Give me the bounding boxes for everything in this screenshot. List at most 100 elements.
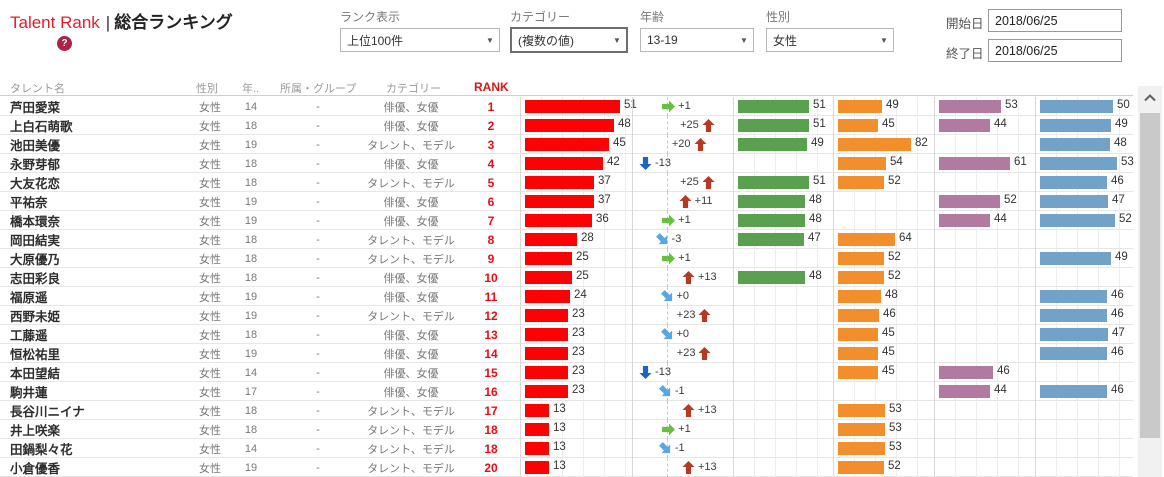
metric-blue-bar[interactable] [1040, 195, 1108, 208]
rank-change-right-arrow-icon[interactable] [662, 252, 676, 265]
score-bar[interactable] [525, 461, 549, 474]
rank-change-downright-arrow-icon[interactable] [660, 290, 674, 303]
score-bar[interactable] [525, 271, 572, 284]
metric-blue-bar[interactable] [1040, 328, 1108, 341]
metric-orange-bar[interactable] [838, 404, 885, 417]
metric-orange-bar[interactable] [838, 442, 885, 455]
rank-change-up-arrow-icon[interactable] [698, 347, 711, 360]
rank-change-down-arrow-icon[interactable] [639, 157, 652, 170]
metric-purple-bar[interactable] [939, 100, 1001, 113]
metric-orange-bar[interactable] [838, 366, 878, 379]
table-row[interactable]: 池田美優 女性 19 - タレント、モデル 3 45 +20 49 82 48 [0, 135, 1133, 154]
metric-orange-bar[interactable] [838, 157, 886, 170]
score-bar[interactable] [525, 366, 568, 379]
score-bar[interactable] [525, 309, 568, 322]
metric-blue-bar[interactable] [1040, 176, 1107, 189]
metric-green-bar[interactable] [738, 271, 805, 284]
metric-orange-bar[interactable] [838, 176, 884, 189]
metric-orange-bar[interactable] [838, 252, 884, 265]
rank-change-downright-arrow-icon[interactable] [658, 385, 672, 398]
gender-dropdown[interactable]: 女性 ▼ [766, 28, 894, 52]
help-icon[interactable]: ? [57, 36, 72, 51]
rank-display-dropdown[interactable]: 上位100件 ▼ [340, 28, 500, 52]
metric-orange-bar[interactable] [838, 138, 911, 151]
metric-purple-bar[interactable] [939, 214, 990, 227]
metric-orange-bar[interactable] [838, 347, 878, 360]
metric-purple-bar[interactable] [939, 157, 1010, 170]
rank-change-right-arrow-icon[interactable] [662, 214, 676, 227]
metric-blue-bar[interactable] [1040, 214, 1115, 227]
end-date-input[interactable]: 2018/06/25 [988, 39, 1122, 62]
score-bar[interactable] [525, 100, 620, 113]
score-bar[interactable] [525, 328, 568, 341]
metric-blue-bar[interactable] [1040, 252, 1111, 265]
table-row[interactable]: 西野未姫 女性 19 - タレント、モデル 12 23 +23 46 46 [0, 306, 1133, 325]
score-bar[interactable] [525, 423, 549, 436]
metric-purple-bar[interactable] [939, 195, 1000, 208]
table-row[interactable]: 工藤遥 女性 18 - 俳優、女優 13 23 +0 45 47 [0, 325, 1133, 344]
table-row[interactable]: 橋本環奈 女性 19 - 俳優、女優 7 36 +1 48 44 52 [0, 211, 1133, 230]
table-row[interactable]: 永野芽郁 女性 18 - 俳優、女優 4 42 -13 54 61 53 [0, 154, 1134, 173]
score-bar[interactable] [525, 138, 609, 151]
table-row[interactable]: 井上咲楽 女性 18 - タレント、モデル 18 13 +1 53 [0, 420, 1133, 439]
rank-change-right-arrow-icon[interactable] [662, 100, 676, 113]
metric-orange-bar[interactable] [838, 461, 884, 474]
metric-green-bar[interactable] [738, 214, 805, 227]
score-bar[interactable] [525, 252, 572, 265]
metric-orange-bar[interactable] [838, 423, 885, 436]
score-bar[interactable] [525, 404, 549, 417]
metric-orange-bar[interactable] [838, 309, 879, 322]
rank-change-up-arrow-icon[interactable] [682, 404, 695, 417]
table-row[interactable]: 芦田愛菜 女性 14 - 俳優、女優 1 51 +1 51 49 53 50 [0, 97, 1133, 116]
age-dropdown[interactable]: 13-19 ▼ [640, 28, 754, 52]
metric-green-bar[interactable] [738, 233, 804, 246]
metric-green-bar[interactable] [738, 119, 809, 132]
metric-purple-bar[interactable] [939, 385, 990, 398]
metric-green-bar[interactable] [738, 176, 809, 189]
score-bar[interactable] [525, 119, 614, 132]
table-row[interactable]: 岡田結実 女性 18 - タレント、モデル 8 28 -3 47 64 [0, 230, 1133, 249]
metric-blue-bar[interactable] [1040, 290, 1107, 303]
rank-change-up-arrow-icon[interactable] [702, 119, 715, 132]
metric-green-bar[interactable] [738, 195, 805, 208]
rank-change-up-arrow-icon[interactable] [698, 309, 711, 322]
rank-change-downright-arrow-icon[interactable] [655, 233, 669, 246]
rank-change-down-arrow-icon[interactable] [639, 366, 652, 379]
metric-green-bar[interactable] [738, 100, 809, 113]
metric-orange-bar[interactable] [838, 233, 895, 246]
metric-blue-bar[interactable] [1040, 347, 1107, 360]
table-row[interactable]: 小倉優香 女性 19 - タレント、モデル 20 13 +13 52 [0, 458, 1133, 477]
rank-change-downright-arrow-icon[interactable] [658, 442, 672, 455]
table-row[interactable]: 駒井蓮 女性 17 - 俳優、女優 16 23 -1 44 46 [0, 382, 1133, 401]
metric-orange-bar[interactable] [838, 119, 878, 132]
metric-blue-bar[interactable] [1040, 157, 1117, 170]
rank-change-up-arrow-icon[interactable] [679, 195, 692, 208]
metric-orange-bar[interactable] [838, 290, 881, 303]
metric-blue-bar[interactable] [1040, 100, 1113, 113]
rank-change-up-arrow-icon[interactable] [693, 138, 707, 151]
table-row[interactable]: 恒松祐里 女性 19 - 俳優、女優 14 23 +23 45 46 [0, 344, 1133, 363]
score-bar[interactable] [525, 214, 592, 227]
table-row[interactable]: 長谷川ニイナ 女性 18 - タレント、モデル 17 13 +13 53 [0, 401, 1133, 420]
scroll-up-button[interactable] [1138, 86, 1162, 110]
score-bar[interactable] [525, 195, 594, 208]
table-row[interactable]: 志田彩良 女性 18 - 俳優、女優 10 25 +13 48 52 [0, 268, 1133, 287]
metric-blue-bar[interactable] [1040, 119, 1111, 132]
scrollbar-thumb[interactable] [1140, 113, 1160, 438]
score-bar[interactable] [525, 385, 568, 398]
table-row[interactable]: 福原遥 女性 19 - 俳優、女優 11 24 +0 48 46 [0, 287, 1133, 306]
metric-blue-bar[interactable] [1040, 309, 1107, 322]
score-bar[interactable] [525, 442, 549, 455]
score-bar[interactable] [525, 347, 568, 360]
metric-orange-bar[interactable] [838, 328, 878, 341]
score-bar[interactable] [525, 290, 570, 303]
table-row[interactable]: 大友花恋 女性 18 - タレント、モデル 5 37 +25 51 52 46 [0, 173, 1133, 192]
metric-orange-bar[interactable] [838, 271, 884, 284]
table-row[interactable]: 上白石萌歌 女性 18 - 俳優、女優 2 48 +25 51 45 44 49 [0, 116, 1133, 135]
score-bar[interactable] [525, 233, 577, 246]
metric-orange-bar[interactable] [838, 100, 882, 113]
metric-blue-bar[interactable] [1040, 385, 1107, 398]
table-row[interactable]: 本田望結 女性 14 - 俳優、女優 15 23 -13 45 46 [0, 363, 1133, 382]
metric-purple-bar[interactable] [939, 119, 990, 132]
rank-change-right-arrow-icon[interactable] [662, 423, 676, 436]
